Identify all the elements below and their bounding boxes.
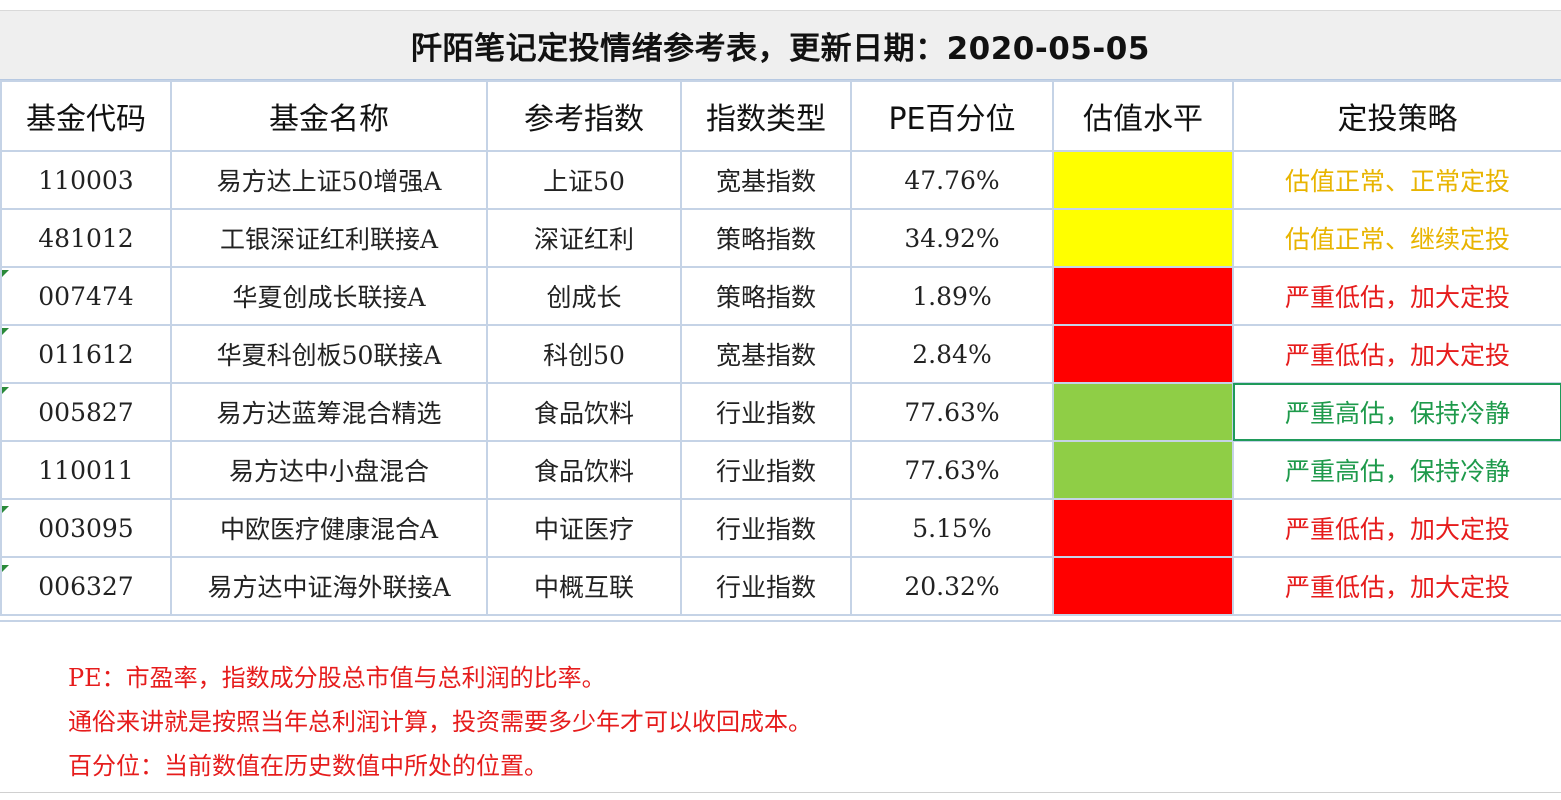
divider	[0, 792, 1561, 793]
cell-code[interactable]: 003095	[0, 498, 172, 558]
cell-level[interactable]	[1052, 382, 1234, 442]
cell-code[interactable]: 006327	[0, 556, 172, 616]
cell-level[interactable]	[1052, 324, 1234, 384]
cell-indicator-icon	[2, 328, 9, 335]
cell-strategy[interactable]: 严重高估，保持冷静	[1232, 440, 1561, 500]
header-row: 基金代码 基金名称 参考指数 指数类型 PE百分位 估值水平 定投策略	[0, 80, 1561, 152]
cell-code[interactable]: 007474	[0, 266, 172, 326]
cell-type[interactable]: 行业指数	[680, 440, 852, 500]
cell-strategy-selected[interactable]: 严重高估，保持冷静	[1232, 382, 1561, 442]
cell-fund-name[interactable]: 易方达中证海外联接A	[170, 556, 488, 616]
cell-fund-name[interactable]: 易方达上证50增强A	[170, 150, 488, 210]
table-row: 003095 中欧医疗健康混合A 中证医疗 行业指数 5.15% 严重低估，加大…	[0, 498, 1561, 558]
cell-code[interactable]: 011612	[0, 324, 172, 384]
cell-index[interactable]: 创成长	[486, 266, 682, 326]
notes-area: PE：市盈率，指数成分股总市值与总利润的比率。 通俗来讲就是按照当年总利润计算，…	[0, 620, 1561, 792]
table-row: 110011 易方达中小盘混合 食品饮料 行业指数 77.63% 严重高估，保持…	[0, 440, 1561, 500]
cell-indicator-icon	[2, 506, 9, 513]
cell-index[interactable]: 科创50	[486, 324, 682, 384]
table-row: 011612 华夏科创板50联接A 科创50 宽基指数 2.84% 严重低估，加…	[0, 324, 1561, 384]
cell-fund-name[interactable]: 华夏科创板50联接A	[170, 324, 488, 384]
cell-pe[interactable]: 47.76%	[850, 150, 1054, 210]
note-pe-definition[interactable]: PE：市盈率，指数成分股总市值与总利润的比率。	[68, 664, 606, 692]
cell-code[interactable]: 110011	[0, 440, 172, 500]
header-level[interactable]: 估值水平	[1052, 80, 1234, 152]
cell-index[interactable]: 中概互联	[486, 556, 682, 616]
table-row: 110003 易方达上证50增强A 上证50 宽基指数 47.76% 估值正常、…	[0, 150, 1561, 210]
table-row: 006327 易方达中证海外联接A 中概互联 行业指数 20.32% 严重低估，…	[0, 556, 1561, 616]
cell-fund-name[interactable]: 华夏创成长联接A	[170, 266, 488, 326]
cell-pe[interactable]: 1.89%	[850, 266, 1054, 326]
cell-fund-name[interactable]: 中欧医疗健康混合A	[170, 498, 488, 558]
cell-level[interactable]	[1052, 440, 1234, 500]
note-percentile-definition[interactable]: 百分位：当前数值在历史数值中所处的位置。	[68, 752, 548, 780]
cell-type[interactable]: 策略指数	[680, 266, 852, 326]
cell-pe[interactable]: 34.92%	[850, 208, 1054, 268]
cell-pe[interactable]: 77.63%	[850, 382, 1054, 442]
cell-strategy[interactable]: 估值正常、继续定投	[1232, 208, 1561, 268]
cell-code[interactable]: 481012	[0, 208, 172, 268]
header-pe[interactable]: PE百分位	[850, 80, 1054, 152]
header-type[interactable]: 指数类型	[680, 80, 852, 152]
sheet-title[interactable]: 阡陌笔记定投情绪参考表，更新日期：2020-05-05	[0, 10, 1561, 81]
cell-code[interactable]: 110003	[0, 150, 172, 210]
header-code[interactable]: 基金代码	[0, 80, 172, 152]
cell-strategy[interactable]: 估值正常、正常定投	[1232, 150, 1561, 210]
header-index[interactable]: 参考指数	[486, 80, 682, 152]
cell-pe[interactable]: 5.15%	[850, 498, 1054, 558]
cell-indicator-icon	[2, 387, 9, 394]
cell-pe[interactable]: 20.32%	[850, 556, 1054, 616]
fund-table: 基金代码 基金名称 参考指数 指数类型 PE百分位 估值水平 定投策略 1100…	[0, 80, 1561, 616]
cell-pe[interactable]: 77.63%	[850, 440, 1054, 500]
cell-indicator-icon	[2, 270, 9, 277]
cell-type[interactable]: 宽基指数	[680, 150, 852, 210]
cell-level[interactable]	[1052, 208, 1234, 268]
header-strategy[interactable]: 定投策略	[1232, 80, 1561, 152]
table-row: 481012 工银深证红利联接A 深证红利 策略指数 34.92% 估值正常、继…	[0, 208, 1561, 268]
cell-code[interactable]: 005827	[0, 382, 172, 442]
cell-pe[interactable]: 2.84%	[850, 324, 1054, 384]
cell-fund-name[interactable]: 易方达中小盘混合	[170, 440, 488, 500]
cell-strategy[interactable]: 严重低估，加大定投	[1232, 556, 1561, 616]
cell-index[interactable]: 深证红利	[486, 208, 682, 268]
table-row: 007474 华夏创成长联接A 创成长 策略指数 1.89% 严重低估，加大定投	[0, 266, 1561, 326]
cell-index[interactable]: 中证医疗	[486, 498, 682, 558]
cell-index[interactable]: 上证50	[486, 150, 682, 210]
cell-type[interactable]: 行业指数	[680, 382, 852, 442]
cell-type[interactable]: 策略指数	[680, 208, 852, 268]
cell-indicator-icon	[2, 565, 9, 572]
cell-type[interactable]: 行业指数	[680, 498, 852, 558]
cell-type[interactable]: 宽基指数	[680, 324, 852, 384]
cell-index[interactable]: 食品饮料	[486, 382, 682, 442]
cell-type[interactable]: 行业指数	[680, 556, 852, 616]
note-pe-explanation[interactable]: 通俗来讲就是按照当年总利润计算，投资需要多少年才可以收回成本。	[68, 708, 812, 736]
cell-strategy[interactable]: 严重低估，加大定投	[1232, 324, 1561, 384]
cell-level[interactable]	[1052, 150, 1234, 210]
cell-index[interactable]: 食品饮料	[486, 440, 682, 500]
cell-level[interactable]	[1052, 556, 1234, 616]
cell-strategy[interactable]: 严重低估，加大定投	[1232, 266, 1561, 326]
cell-level[interactable]	[1052, 498, 1234, 558]
cell-fund-name[interactable]: 工银深证红利联接A	[170, 208, 488, 268]
header-name[interactable]: 基金名称	[170, 80, 488, 152]
cell-fund-name[interactable]: 易方达蓝筹混合精选	[170, 382, 488, 442]
cell-strategy[interactable]: 严重低估，加大定投	[1232, 498, 1561, 558]
table-row: 005827 易方达蓝筹混合精选 食品饮料 行业指数 77.63% 严重高估，保…	[0, 382, 1561, 442]
cell-level[interactable]	[1052, 266, 1234, 326]
